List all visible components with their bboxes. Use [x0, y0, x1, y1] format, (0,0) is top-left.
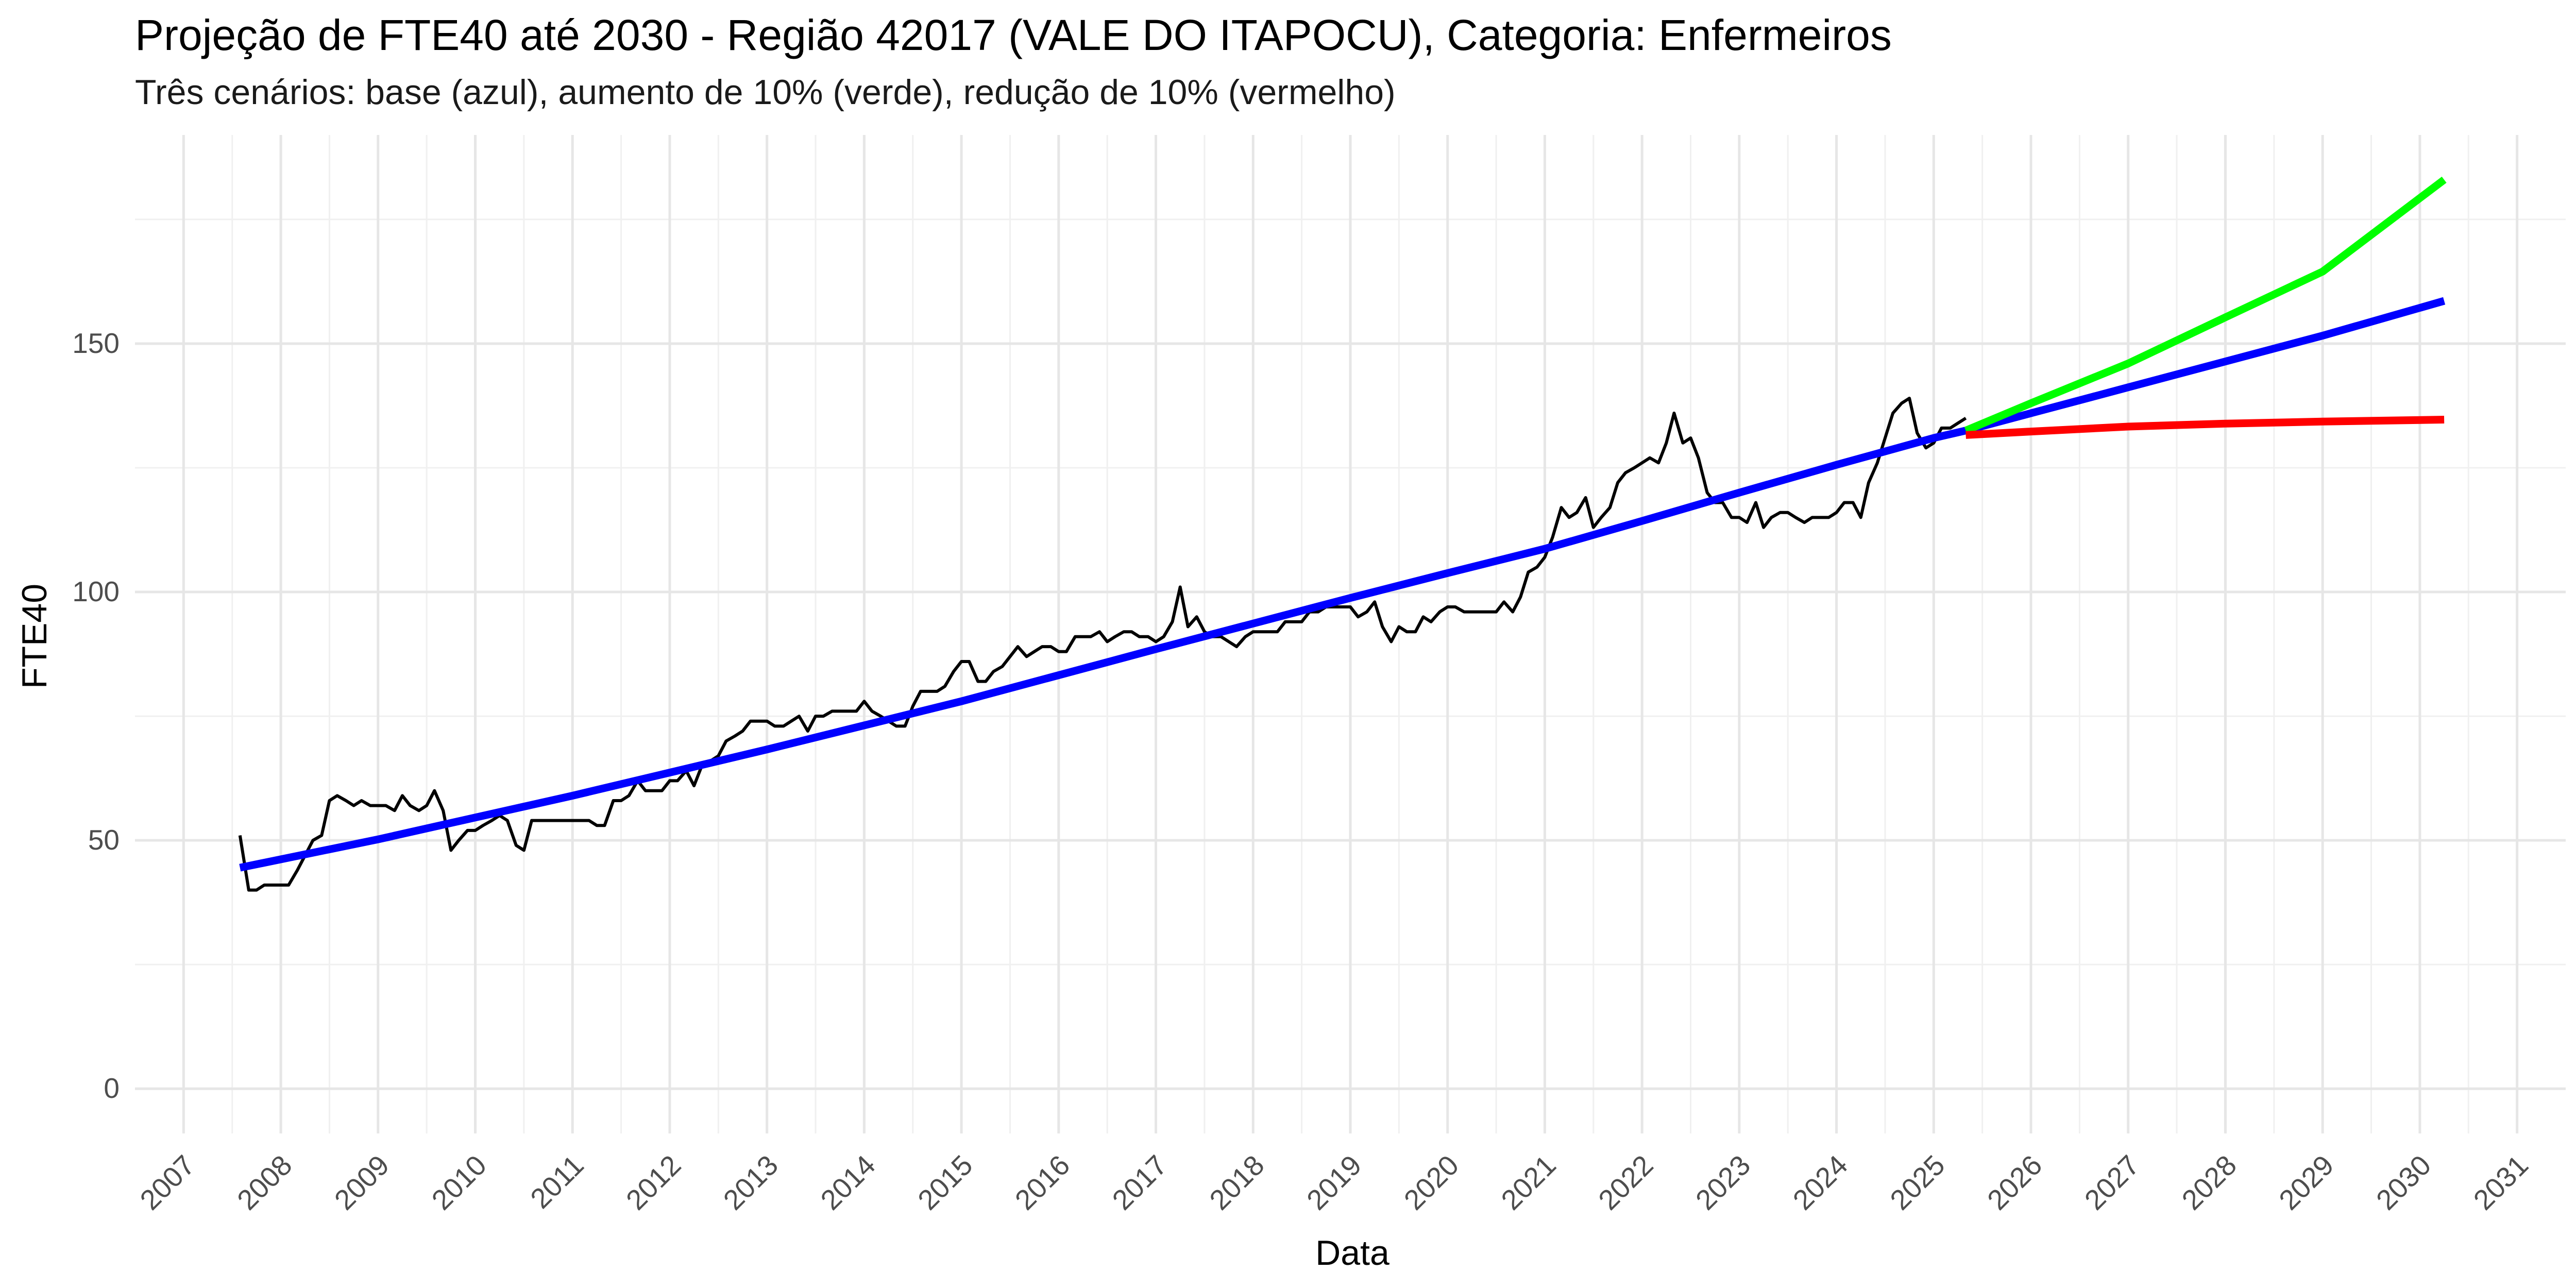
y-tick-label: 0 — [104, 1072, 120, 1104]
x-tick-label: 2022 — [1592, 1149, 1659, 1216]
projection-line — [1965, 416, 2445, 439]
x-tick-label: 2007 — [133, 1149, 200, 1216]
x-tick-label: 2026 — [1981, 1149, 2048, 1216]
x-tick-label: 2015 — [911, 1149, 978, 1216]
y-tick-label: 150 — [72, 327, 120, 359]
x-tick-label: 2019 — [1300, 1149, 1367, 1216]
x-tick-label: 2008 — [231, 1149, 298, 1216]
x-tick-label: 2028 — [2176, 1149, 2243, 1216]
x-tick-label: 2016 — [1009, 1149, 1076, 1216]
observed-series-line — [238, 397, 1967, 892]
x-tick-label: 2029 — [2273, 1149, 2340, 1216]
x-axis-title: Data — [1315, 1233, 1389, 1273]
y-tick-label: 100 — [72, 575, 120, 607]
x-tick-label: 2031 — [2467, 1149, 2534, 1216]
x-tick-label: 2021 — [1495, 1149, 1562, 1216]
chart-subtitle: Três cenários: base (azul), aumento de 1… — [135, 73, 1396, 112]
minor-gridlines — [135, 135, 2566, 1133]
x-tick-label: 2011 — [524, 1149, 589, 1214]
x-tick-label: 2025 — [1884, 1149, 1951, 1216]
x-tick-label: 2014 — [815, 1149, 882, 1216]
x-tick-label: 2012 — [620, 1149, 687, 1216]
x-tick-label: 2020 — [1398, 1149, 1465, 1216]
y-axis-ticks: 0 50 100 150 — [72, 327, 120, 1104]
y-axis-title: FTE40 — [15, 584, 54, 689]
major-gridlines — [135, 135, 2566, 1133]
x-tick-label: 2018 — [1203, 1149, 1270, 1216]
projection-line — [1964, 176, 2447, 434]
y-tick-label: 50 — [88, 824, 120, 856]
x-tick-label: 2010 — [426, 1149, 493, 1216]
x-tick-label: 2009 — [328, 1149, 395, 1216]
x-tick-label: 2013 — [717, 1149, 784, 1216]
projection-line — [1964, 297, 2446, 434]
series-layer — [238, 176, 2447, 892]
x-tick-label: 2024 — [1787, 1149, 1854, 1216]
x-tick-label: 2027 — [2078, 1149, 2145, 1216]
x-tick-label: 2017 — [1106, 1149, 1173, 1216]
x-axis-ticks: 2007 2008 2009 2010 2011 2012 2013 2014 2015 2016… — [133, 1149, 2534, 1216]
x-tick-label: 2023 — [1689, 1149, 1756, 1216]
base-trend-line — [239, 427, 1967, 872]
chart-title: Projeção de FTE40 até 2030 - Região 4201… — [135, 11, 1892, 59]
x-tick-label: 2030 — [2370, 1149, 2437, 1216]
